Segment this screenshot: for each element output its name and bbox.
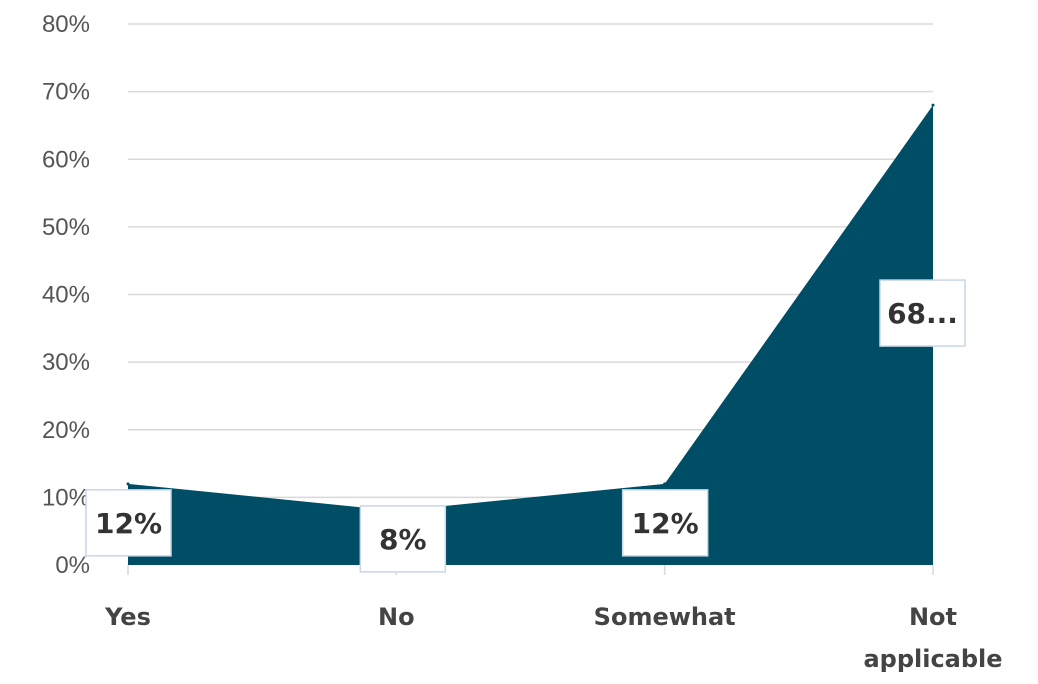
x-tick-label: Somewhat bbox=[594, 603, 736, 631]
y-tick-label: 0% bbox=[55, 552, 90, 579]
y-tick-label: 60% bbox=[42, 146, 90, 173]
y-tick-label: 40% bbox=[42, 282, 90, 309]
area-fill bbox=[128, 105, 933, 566]
data-label: 8% bbox=[359, 505, 447, 573]
data-label-box bbox=[879, 279, 966, 347]
data-point bbox=[931, 103, 935, 107]
data-label-box bbox=[621, 489, 709, 557]
data-label: 12% bbox=[621, 489, 709, 557]
data-point bbox=[663, 482, 667, 486]
y-tick-label: 10% bbox=[42, 484, 90, 511]
data-label-text: 12% bbox=[95, 507, 162, 540]
y-tick-label: 20% bbox=[42, 417, 90, 444]
x-tick-label: Not applicable bbox=[863, 603, 1002, 673]
y-axis-ticks: 0% 10% 20% 30% 40% 50% 60% 70% 80% bbox=[42, 11, 90, 579]
y-tick-label: 30% bbox=[42, 349, 90, 376]
y-tick-label: 80% bbox=[42, 11, 90, 38]
y-tick-label: 50% bbox=[42, 214, 90, 241]
data-label-text: 8% bbox=[379, 523, 427, 556]
x-tick-label: No bbox=[378, 603, 415, 631]
area-series bbox=[126, 103, 935, 566]
x-tick-label: Yes bbox=[104, 603, 151, 631]
data-label: 68... bbox=[879, 279, 966, 347]
x-axis: Yes No Somewhat Not applicable bbox=[104, 565, 1003, 673]
data-label-text: 68... bbox=[887, 297, 958, 330]
data-label-box bbox=[359, 505, 447, 573]
data-label: 12% bbox=[85, 489, 172, 557]
data-label-box bbox=[85, 489, 172, 557]
data-label-text: 12% bbox=[632, 507, 699, 540]
data-labels: 12% 8% 12% 68... bbox=[85, 279, 966, 573]
data-point bbox=[126, 482, 130, 486]
gridlines bbox=[128, 23, 933, 499]
y-tick-label: 70% bbox=[42, 79, 90, 106]
